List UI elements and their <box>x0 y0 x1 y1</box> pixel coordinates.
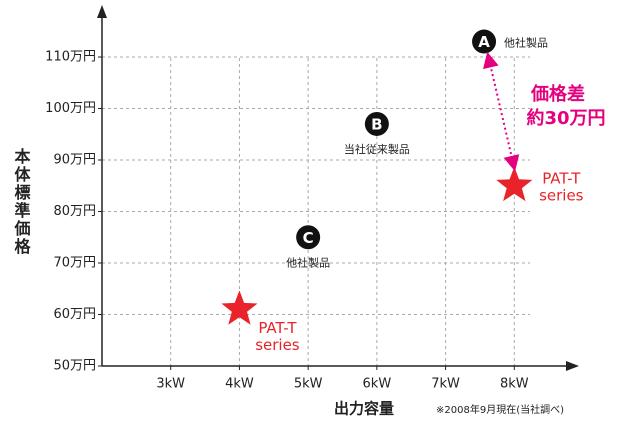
point-label: series <box>539 186 584 204</box>
y-tick-label: 110万円 <box>45 50 96 65</box>
y-tick-label: 50万円 <box>53 359 96 374</box>
point-label: 他社製品 <box>286 255 330 269</box>
y-tick-label: 70万円 <box>53 256 96 271</box>
point-label: PAT-T <box>258 319 297 337</box>
point-label: PAT-T <box>542 169 581 187</box>
point-marker: C <box>303 229 314 247</box>
point-marker: A <box>478 33 490 51</box>
x-tick-label: 6kW <box>363 377 392 392</box>
x-tick-label: 5kW <box>294 377 323 392</box>
annotation: 価格差 <box>530 83 585 105</box>
x-tick-label: 4kW <box>225 377 254 392</box>
note: ※2008年9月現在(当社調べ) <box>436 403 564 416</box>
x-axis-label: 出力容量 <box>334 400 394 418</box>
price-gap-arrow <box>483 51 520 172</box>
point <box>472 29 497 54</box>
y-axis-label: 本体標準価格 <box>12 147 32 256</box>
y-tick-label: 100万円 <box>45 101 96 116</box>
annotation: 約30万円 <box>526 107 605 129</box>
y-tick-label: 90万円 <box>53 153 96 168</box>
point <box>296 225 321 250</box>
point <box>496 166 533 202</box>
point <box>364 111 389 136</box>
point-label: 当社従来製品 <box>344 142 410 156</box>
point-label: 他社製品 <box>504 36 548 50</box>
y-axis-arrow <box>97 5 107 18</box>
x-tick-label: 3kW <box>156 377 185 392</box>
point-label: series <box>255 336 300 354</box>
point-marker: B <box>371 115 382 133</box>
x-tick-label: 8kW <box>500 377 529 392</box>
x-tick-label: 7kW <box>431 377 460 392</box>
y-tick-label: 60万円 <box>53 307 96 322</box>
point <box>221 290 258 325</box>
y-tick-label: 80万円 <box>53 204 96 219</box>
x-axis-arrow <box>566 361 579 371</box>
